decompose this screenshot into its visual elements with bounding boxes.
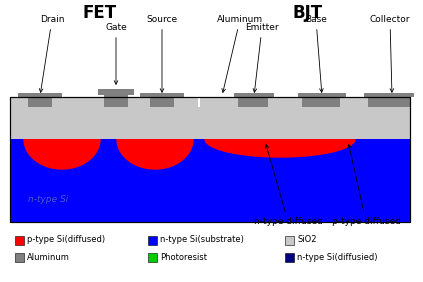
Text: Source: Source [146,15,178,92]
Bar [150,93,174,107]
Bar [10,97,198,107]
Bar [200,97,410,107]
Bar [10,97,410,222]
Text: Gate: Gate [105,23,127,84]
Bar [148,235,157,244]
Text: FET: FET [83,4,117,22]
Text: n-type diffused: n-type diffused [253,145,322,226]
Text: Collector: Collector [370,15,410,92]
Text: p-type diffused: p-type diffused [332,145,401,226]
Bar [200,97,238,107]
Text: n-type Si(diffusied): n-type Si(diffusied) [297,252,377,261]
Bar [148,252,157,261]
Polygon shape [117,139,193,169]
Bar [28,93,52,107]
Text: Base: Base [305,15,327,92]
Polygon shape [24,139,100,169]
Bar [304,93,340,107]
Bar [10,97,410,222]
Bar [15,252,24,261]
Bar [285,235,294,244]
Text: p-type Si(diffused): p-type Si(diffused) [27,235,105,244]
Text: Emitter: Emitter [245,23,279,92]
Bar [10,107,410,124]
Text: Drain: Drain [39,15,64,92]
Bar [140,93,184,97]
Bar [10,124,410,139]
Bar [285,252,294,261]
Bar [364,93,414,97]
Bar [298,93,346,97]
Text: Aluminum: Aluminum [217,15,263,92]
Text: n-type Si(substrate): n-type Si(substrate) [160,235,244,244]
Bar [10,107,410,124]
Bar [268,97,302,107]
Bar [15,235,24,244]
Text: BJT: BJT [293,4,323,22]
Bar [104,95,128,107]
Text: n-type Si: n-type Si [28,195,68,204]
Bar [18,93,62,97]
Text: Aluminum: Aluminum [27,252,70,261]
Bar [234,93,274,97]
Bar [370,93,408,107]
Text: SiO2: SiO2 [297,235,316,244]
Bar [340,97,368,107]
Polygon shape [205,139,355,157]
Bar [98,89,134,95]
Bar [10,134,410,222]
Text: Photoresist: Photoresist [160,252,207,261]
Bar [240,93,268,107]
